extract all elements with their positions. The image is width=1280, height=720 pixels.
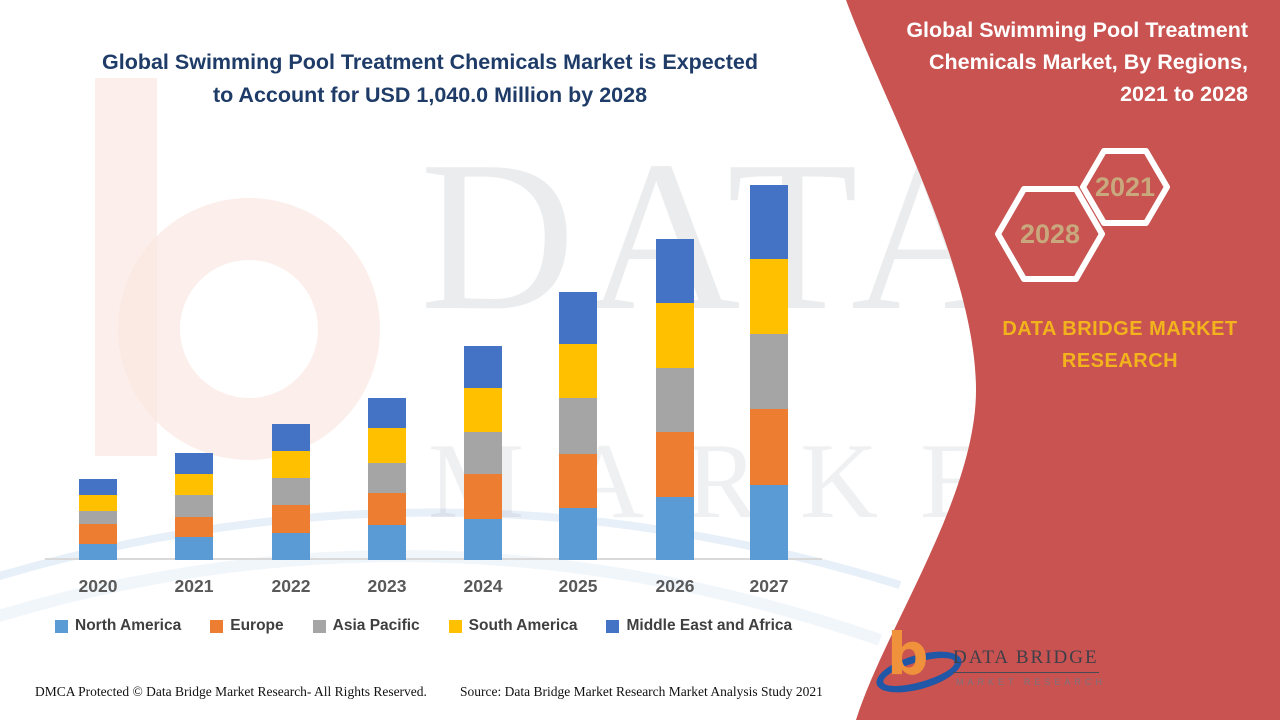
bar-segment-europe bbox=[272, 505, 310, 533]
x-axis-label-2022: 2022 bbox=[271, 576, 311, 596]
bar-segment-south-america bbox=[175, 474, 213, 495]
bar-segment-south-america bbox=[79, 495, 117, 511]
legend-swatch-europe bbox=[210, 619, 224, 633]
bar-segment-europe bbox=[559, 454, 597, 508]
bar-2027 bbox=[750, 185, 788, 560]
panel-title-line1: Global Swimming Pool Treatment bbox=[906, 18, 1248, 42]
hexagon-2028-year: 2028 bbox=[1020, 219, 1080, 249]
legend-item-middle-east-africa: Middle East and Africa bbox=[606, 617, 792, 635]
logo-subtext: MARKET RESEARCH bbox=[956, 677, 1106, 687]
legend-label: Europe bbox=[230, 617, 284, 634]
bar-segment-middle-east-and-africa bbox=[656, 239, 694, 303]
bar-segment-south-america bbox=[464, 388, 502, 432]
bar-segment-north-america bbox=[750, 485, 788, 560]
bar-segment-europe bbox=[464, 474, 502, 519]
data-bridge-logo: b DATA BRIDGE MARKET RESEARCH bbox=[872, 620, 1106, 710]
bar-2022 bbox=[272, 424, 310, 560]
logo-name: DATA BRIDGE bbox=[953, 647, 1099, 673]
bar-segment-south-america bbox=[750, 259, 788, 334]
legend-swatch-middle-east-africa bbox=[606, 619, 620, 633]
bar-segment-europe bbox=[175, 517, 213, 537]
panel-title-line3: 2021 to 2028 bbox=[1120, 82, 1248, 106]
bar-segment-middle-east-and-africa bbox=[368, 398, 406, 428]
legend-item-south-america: South America bbox=[448, 617, 578, 635]
x-axis-label-2025: 2025 bbox=[558, 576, 598, 596]
bar-segment-europe bbox=[79, 524, 117, 544]
bar-segment-north-america bbox=[272, 533, 310, 560]
bar-segment-south-america bbox=[368, 428, 406, 463]
legend-swatch-asia-pacific bbox=[312, 619, 326, 633]
legend-item-north-america: North America bbox=[55, 617, 181, 635]
bar-segment-north-america bbox=[368, 525, 406, 560]
bar-segment-asia-pacific bbox=[559, 398, 597, 454]
bar-segment-europe bbox=[656, 432, 694, 497]
legend-swatch-north-america bbox=[55, 619, 68, 633]
bar-2026 bbox=[656, 239, 694, 560]
x-axis-label-2020: 2020 bbox=[78, 576, 118, 596]
bar-segment-middle-east-and-africa bbox=[750, 185, 788, 259]
legend-swatch-south-america bbox=[448, 619, 462, 633]
bar-segment-asia-pacific bbox=[750, 334, 788, 409]
footer-source-text: Source: Data Bridge Market Research Mark… bbox=[460, 684, 823, 699]
panel-title-line2: Chemicals Market, By Regions, bbox=[928, 50, 1248, 74]
logo-b-icon: b bbox=[887, 620, 929, 688]
bar-segment-south-america bbox=[559, 344, 597, 398]
chart-title-line2: to Account for USD 1,040.0 Million by 20… bbox=[212, 83, 648, 107]
bar-segment-middle-east-and-africa bbox=[559, 292, 597, 344]
hexagon-2021-shape bbox=[1080, 148, 1170, 226]
legend-label: South America bbox=[468, 617, 578, 634]
bar-segment-europe bbox=[368, 493, 406, 525]
bar-segment-south-america bbox=[656, 303, 694, 368]
bar-2023 bbox=[368, 398, 406, 560]
chart-legend: North America Europe Asia Pacific South … bbox=[55, 617, 792, 635]
chart-title-line1: Global Swimming Pool Treatment Chemicals… bbox=[102, 50, 758, 74]
x-axis-label-2024: 2024 bbox=[463, 576, 503, 596]
brand-text-line2: RESEARCH bbox=[1061, 350, 1179, 372]
bar-segment-north-america bbox=[559, 508, 597, 560]
bar-2025 bbox=[559, 292, 597, 560]
brand-text-line1: DATA BRIDGE MARKET bbox=[1002, 318, 1238, 340]
bar-segment-middle-east-and-africa bbox=[272, 424, 310, 451]
bar-segment-north-america bbox=[79, 544, 117, 560]
hexagon-2028-shape bbox=[995, 186, 1105, 282]
bar-segment-north-america bbox=[656, 497, 694, 560]
bar-segment-north-america bbox=[175, 537, 213, 560]
bar-segment-middle-east-and-africa bbox=[464, 346, 502, 388]
legend-item-asia-pacific: Asia Pacific bbox=[312, 617, 420, 635]
bar-2024 bbox=[464, 346, 502, 560]
x-axis-label-2027: 2027 bbox=[749, 576, 789, 596]
bar-segment-asia-pacific bbox=[79, 511, 117, 524]
x-axis-label-2023: 2023 bbox=[367, 576, 407, 596]
bar-segment-asia-pacific bbox=[272, 478, 310, 505]
panel-title: Global Swimming Pool Treatment Chemicals… bbox=[880, 14, 1248, 110]
bar-segment-north-america bbox=[464, 519, 502, 560]
legend-label: Asia Pacific bbox=[332, 617, 420, 634]
bar-2020 bbox=[79, 479, 117, 560]
footer-dmca-text: DMCA Protected © Data Bridge Market Rese… bbox=[35, 684, 427, 699]
x-axis-label-2026: 2026 bbox=[655, 576, 695, 596]
bar-segment-asia-pacific bbox=[656, 368, 694, 432]
legend-label: Middle East and Africa bbox=[626, 617, 793, 634]
bar-segment-middle-east-and-africa bbox=[79, 479, 117, 495]
chart-title: Global Swimming Pool Treatment Chemicals… bbox=[60, 46, 800, 112]
bar-segment-europe bbox=[750, 409, 788, 485]
bar-segment-asia-pacific bbox=[368, 463, 406, 493]
bar-segment-middle-east-and-africa bbox=[175, 453, 213, 474]
hexagon-2021-year: 2021 bbox=[1095, 172, 1155, 202]
legend-item-europe: Europe bbox=[210, 617, 284, 635]
bar-2021 bbox=[175, 453, 213, 560]
bar-segment-asia-pacific bbox=[175, 495, 213, 517]
x-axis-line bbox=[45, 558, 822, 560]
brand-text: DATA BRIDGE MARKET RESEARCH bbox=[960, 313, 1280, 377]
x-axis-label-2021: 2021 bbox=[174, 576, 214, 596]
bar-segment-south-america bbox=[272, 451, 310, 478]
bar-segment-asia-pacific bbox=[464, 432, 502, 474]
legend-label: North America bbox=[75, 617, 182, 634]
